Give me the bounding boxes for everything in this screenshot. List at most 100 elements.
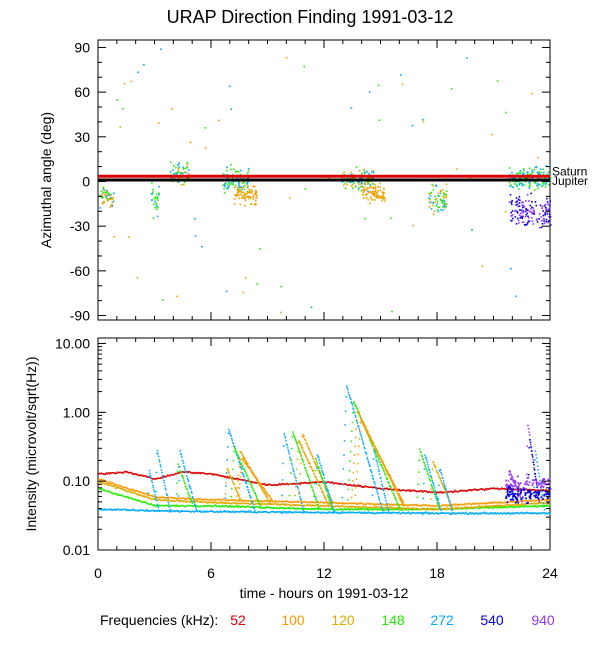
intensity-point-272 [137, 510, 140, 512]
intensity-point-52 [192, 472, 194, 475]
intensity-point-272 [245, 510, 248, 513]
intensity-point-148 [318, 507, 320, 509]
intensity-point-272 [524, 511, 527, 514]
intensity-point-52 [135, 473, 138, 475]
intensity-point-120 [138, 494, 140, 496]
azimuth-point [514, 216, 517, 218]
intensity-point-148 [326, 508, 329, 511]
intensity-point-100 [373, 503, 376, 505]
intensity-point-148 [243, 468, 245, 470]
intensity-point-272 [125, 509, 127, 512]
azimuth-point [432, 189, 435, 191]
intensity-point-272 [250, 497, 252, 499]
azimuth-point [520, 212, 522, 215]
intensity-point-272 [373, 512, 376, 515]
intensity-point-52 [497, 487, 499, 490]
intensity-point-100 [261, 501, 264, 503]
intensity-point-148 [188, 494, 190, 496]
intensity-point-120 [184, 500, 187, 502]
intensity-point-52 [198, 471, 201, 474]
intensity-point-940 [535, 480, 538, 482]
intensity-point-52 [284, 483, 286, 485]
azimuth-point [450, 88, 453, 90]
intensity-point-120 [315, 504, 317, 506]
intensity-point-120 [363, 506, 366, 508]
intensity-point-100 [138, 490, 140, 493]
intensity-point-272 [535, 457, 538, 459]
azimuth-point [227, 183, 229, 185]
azimuth-point [105, 197, 107, 199]
intensity-point-148 [317, 508, 319, 511]
intensity-point-272 [413, 512, 415, 514]
azimuth-point [515, 295, 517, 298]
azimuth-point [533, 189, 536, 191]
azimuth-point [361, 172, 363, 175]
intensity-point-148 [391, 490, 394, 492]
azimuth-point [541, 185, 543, 187]
intensity-point-148 [519, 505, 522, 508]
intensity-point-148 [181, 475, 183, 477]
intensity-point-52 [405, 490, 407, 492]
intensity-point-148 [321, 478, 324, 480]
intensity-point-52 [252, 482, 254, 484]
intensity-point-120 [161, 499, 163, 502]
azimuth-point [136, 277, 139, 279]
azimuth-point [250, 197, 252, 200]
intensity-point-272 [344, 424, 346, 426]
intensity-point-100 [313, 460, 315, 462]
intensity-point-120 [468, 507, 470, 509]
intensity-point-272 [152, 486, 155, 489]
intensity-point-272 [192, 500, 195, 502]
intensity-point-148 [123, 495, 125, 498]
intensity-point-100 [278, 500, 281, 502]
intensity-point-52 [357, 484, 360, 486]
intensity-point-100 [357, 503, 359, 505]
intensity-point-272 [215, 511, 218, 513]
intensity-point-148 [390, 486, 392, 489]
intensity-point-272 [366, 456, 368, 459]
intensity-point-120 [323, 494, 325, 497]
intensity-point-100 [233, 499, 236, 501]
intensity-point-120 [327, 505, 330, 508]
intensity-point-272 [440, 472, 442, 474]
intensity-point-272 [434, 490, 436, 492]
intensity-point-272 [186, 510, 188, 512]
intensity-point-540 [524, 494, 527, 497]
intensity-point-272 [271, 510, 273, 513]
intensity-point-272 [478, 512, 480, 514]
intensity-point-272 [541, 494, 543, 496]
azimuth-point [466, 57, 468, 59]
intensity-point-100 [369, 503, 371, 505]
intensity-point-120 [489, 505, 492, 508]
intensity-point-100 [359, 421, 362, 424]
azimuth-point [352, 177, 355, 179]
intensity-point-100 [360, 502, 363, 505]
intensity-point-120 [285, 503, 287, 505]
intensity-point-120 [384, 467, 386, 469]
intensity-point-272 [181, 456, 183, 458]
intensity-point-272 [426, 512, 429, 514]
intensity-point-52 [504, 488, 507, 491]
intensity-point-100 [429, 505, 431, 508]
intensity-point-100 [508, 501, 511, 503]
intensity-point-148 [197, 506, 200, 508]
intensity-point-120 [317, 481, 320, 484]
intensity-point-120 [383, 464, 385, 466]
intensity-point-100 [377, 503, 380, 506]
intensity-point-100 [494, 501, 496, 503]
intensity-point-52 [125, 471, 127, 473]
intensity-point-100 [136, 490, 139, 492]
azimuth-point [235, 171, 237, 173]
intensity-point-120 [232, 482, 235, 484]
intensity-point-100 [421, 504, 423, 507]
azimuth-point [523, 169, 525, 172]
intensity-point-52 [120, 471, 123, 474]
intensity-point-52 [373, 486, 376, 488]
intensity-point-120 [300, 504, 302, 507]
intensity-point-272 [226, 459, 228, 461]
azimuth-point [522, 201, 524, 204]
intensity-point-100 [394, 485, 396, 487]
intensity-point-540 [511, 492, 514, 495]
intensity-point-148 [274, 507, 276, 509]
intensity-point-100 [293, 501, 296, 503]
